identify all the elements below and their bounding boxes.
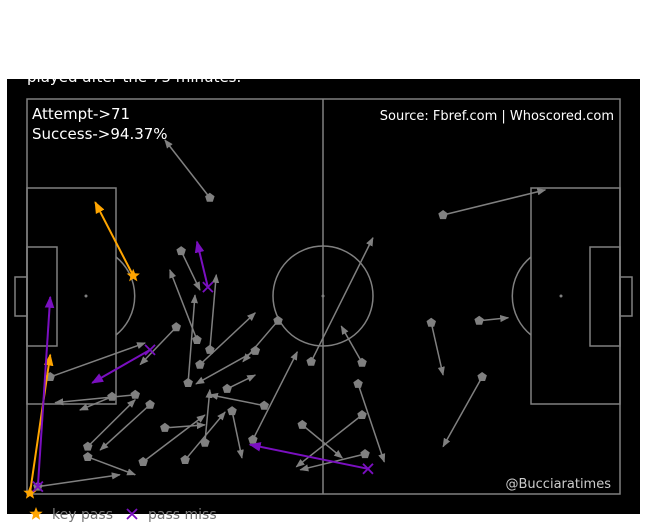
pass-line (164, 421, 206, 430)
legend-marker (126, 508, 138, 520)
pass-start (222, 383, 232, 393)
pass-line (301, 424, 343, 459)
pass-line (164, 139, 211, 199)
pass-start (171, 322, 181, 332)
pitch (14, 98, 633, 495)
pass-line (36, 295, 55, 487)
legend-marker (29, 507, 43, 520)
pass-line (87, 456, 137, 476)
pass-start (32, 480, 44, 493)
pass-start (195, 359, 205, 369)
pass-line (204, 388, 213, 443)
pass-line (49, 342, 146, 378)
legend: key pass pass miss (29, 507, 217, 523)
pass-line (479, 314, 510, 323)
pass-start (83, 441, 93, 451)
pass-line (37, 472, 121, 488)
pass-start (176, 246, 186, 256)
pass-line (187, 294, 198, 383)
pass-start (183, 377, 193, 387)
pass-start (23, 486, 37, 499)
pass-start (474, 315, 484, 325)
pass-start (297, 419, 307, 429)
pass-line (199, 312, 256, 366)
pass-start (144, 344, 156, 356)
pass-start (250, 345, 261, 355)
pass-start (273, 315, 283, 325)
pass-line (94, 201, 135, 277)
pass-start (306, 356, 316, 366)
pass-line (231, 410, 244, 459)
pass-start (477, 372, 487, 381)
pass-start (130, 389, 140, 399)
pass-line (194, 240, 209, 288)
pass-start (83, 452, 93, 461)
pass-line (340, 325, 363, 364)
pass-line (139, 326, 177, 366)
pass-start (126, 268, 140, 282)
pass-line (195, 350, 256, 385)
subtitle: played after the 75 minutes. (27, 68, 241, 86)
pass-start (160, 422, 170, 432)
pass-start (248, 434, 258, 444)
pass-line (209, 273, 220, 350)
pass-start (357, 410, 367, 419)
annotation: Success->94.37% (32, 125, 168, 143)
pass-line (79, 396, 113, 411)
pass-line (248, 442, 369, 470)
pass-start (180, 454, 190, 464)
annotation: Attempt->71 (32, 105, 130, 123)
annotation: Source: Fbref.com | Whoscored.com (380, 109, 614, 124)
pass-start (107, 391, 117, 401)
legend-label: pass miss (148, 507, 217, 523)
pass-start (259, 400, 269, 410)
pass-line (142, 414, 206, 463)
pass-line (430, 322, 445, 376)
pass-start (192, 334, 202, 344)
pass-start (202, 281, 214, 293)
pass-start (438, 210, 448, 220)
pass-start (426, 317, 436, 327)
pass-line (295, 414, 363, 468)
pass-line (54, 394, 136, 406)
pass-line (87, 399, 136, 448)
pass-line (252, 350, 298, 441)
pass-start (360, 449, 370, 459)
pass-start (353, 378, 363, 388)
pass-line (28, 353, 54, 494)
pass-start (145, 399, 155, 409)
pass-start (227, 406, 237, 416)
pass-start (200, 437, 210, 447)
pass-start (138, 456, 148, 466)
pass-start (205, 192, 215, 202)
pass-line (180, 250, 201, 291)
pass-line (310, 236, 374, 363)
pass-start (357, 357, 367, 367)
pass-line (442, 188, 547, 216)
pass-line (91, 348, 151, 384)
legend-label: key pass (52, 507, 113, 523)
pass-line (208, 392, 265, 407)
pass-start (205, 344, 215, 354)
pass-line (99, 404, 151, 451)
pass-line (442, 376, 483, 448)
pass-start (362, 463, 374, 475)
pass-line (357, 383, 386, 463)
passes (23, 139, 547, 499)
pass-line (226, 374, 257, 390)
annotation: @Bucciaratimes (506, 477, 612, 492)
